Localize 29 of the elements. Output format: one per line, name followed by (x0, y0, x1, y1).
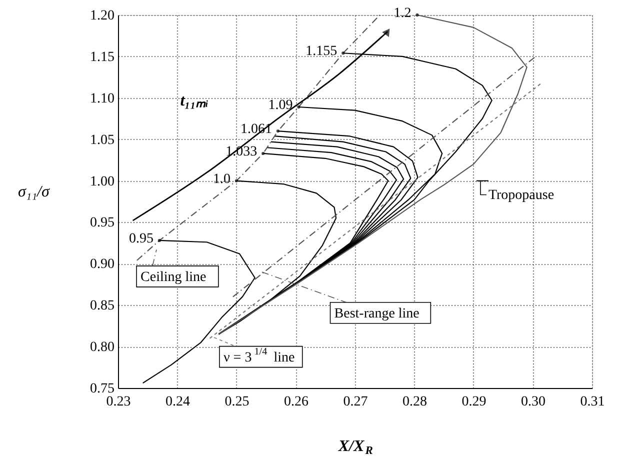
x-tick-label: 0.29 (462, 394, 486, 410)
x-tick-label: 0.30 (521, 394, 546, 410)
series-label: 1.09 (268, 98, 293, 114)
series-label: 0.95 (128, 231, 154, 246)
y-tick-label: 0.75 (90, 382, 114, 396)
y-axis-title: σ₁₁/σ (18, 184, 50, 200)
legend-label: Ceiling line (140, 270, 206, 285)
x-tick-label: 0.26 (284, 394, 308, 410)
y-tick-label: 0.85 (90, 298, 114, 314)
y-tick-label: 0.80 (90, 340, 114, 356)
x-tick-label: 0.28 (402, 394, 427, 410)
x-tick-label: 0.25 (224, 394, 250, 410)
series-label: 1.2 (394, 6, 412, 21)
x-tick-label: 0.23 (106, 394, 131, 410)
x-tick-label: 0.24 (166, 394, 190, 410)
x-tick-label: 0.31 (580, 394, 605, 410)
y-tick-label: 1.20 (90, 8, 114, 24)
series-label: 1.155 (306, 44, 338, 60)
text: Best-range line (334, 306, 420, 322)
x-tick-label: 0.27 (343, 394, 368, 410)
y-tick-label: 0.90 (90, 257, 114, 272)
y-tick-label: 1.00 (90, 174, 114, 190)
annotation: Tropopause (488, 188, 554, 203)
y-tick-label: 1.15 (90, 50, 114, 65)
y-tick-label: 0.95 (90, 216, 114, 231)
annotation: t₁₁ₘᵢ (180, 92, 209, 110)
y-tick-label: 1.10 (90, 91, 114, 106)
series-label: 1.0 (213, 172, 230, 187)
y-tick-label: 1.05 (90, 132, 114, 148)
